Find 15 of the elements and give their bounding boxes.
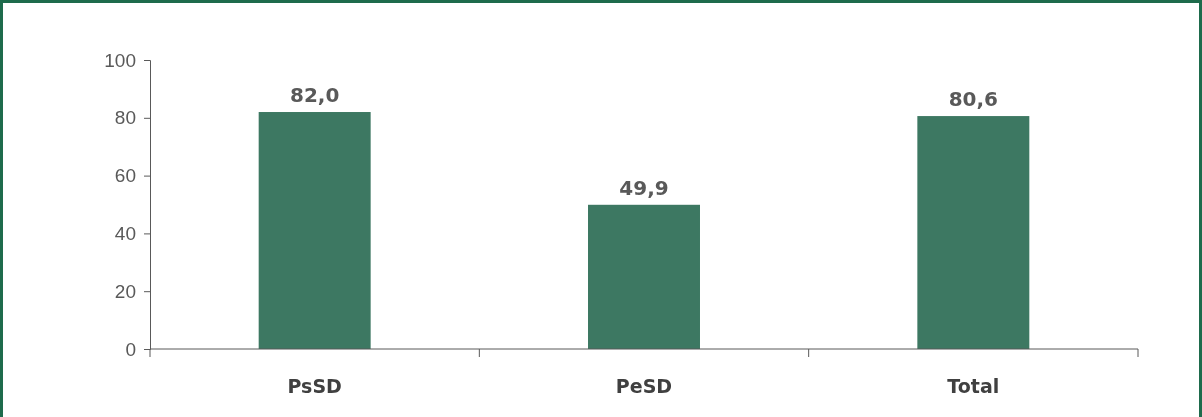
- y-tick-label: 60: [114, 165, 136, 187]
- data-label: 49,9: [619, 175, 669, 200]
- bar: [917, 116, 1030, 349]
- x-tick-label: PeSD: [615, 375, 673, 397]
- y-tick-label: 100: [104, 49, 136, 71]
- y-tick-label: 40: [114, 222, 136, 244]
- x-tick-label: Total: [947, 375, 1000, 397]
- y-tick-label: 80: [114, 107, 136, 129]
- data-label: 80,6: [948, 87, 999, 112]
- x-tick-label: PsSD: [287, 375, 342, 397]
- bar: [588, 204, 700, 349]
- data-label: 82,0: [289, 83, 340, 108]
- bar: [258, 112, 371, 349]
- y-tick-label: 0: [125, 338, 136, 360]
- y-tick-label: 20: [114, 280, 136, 302]
